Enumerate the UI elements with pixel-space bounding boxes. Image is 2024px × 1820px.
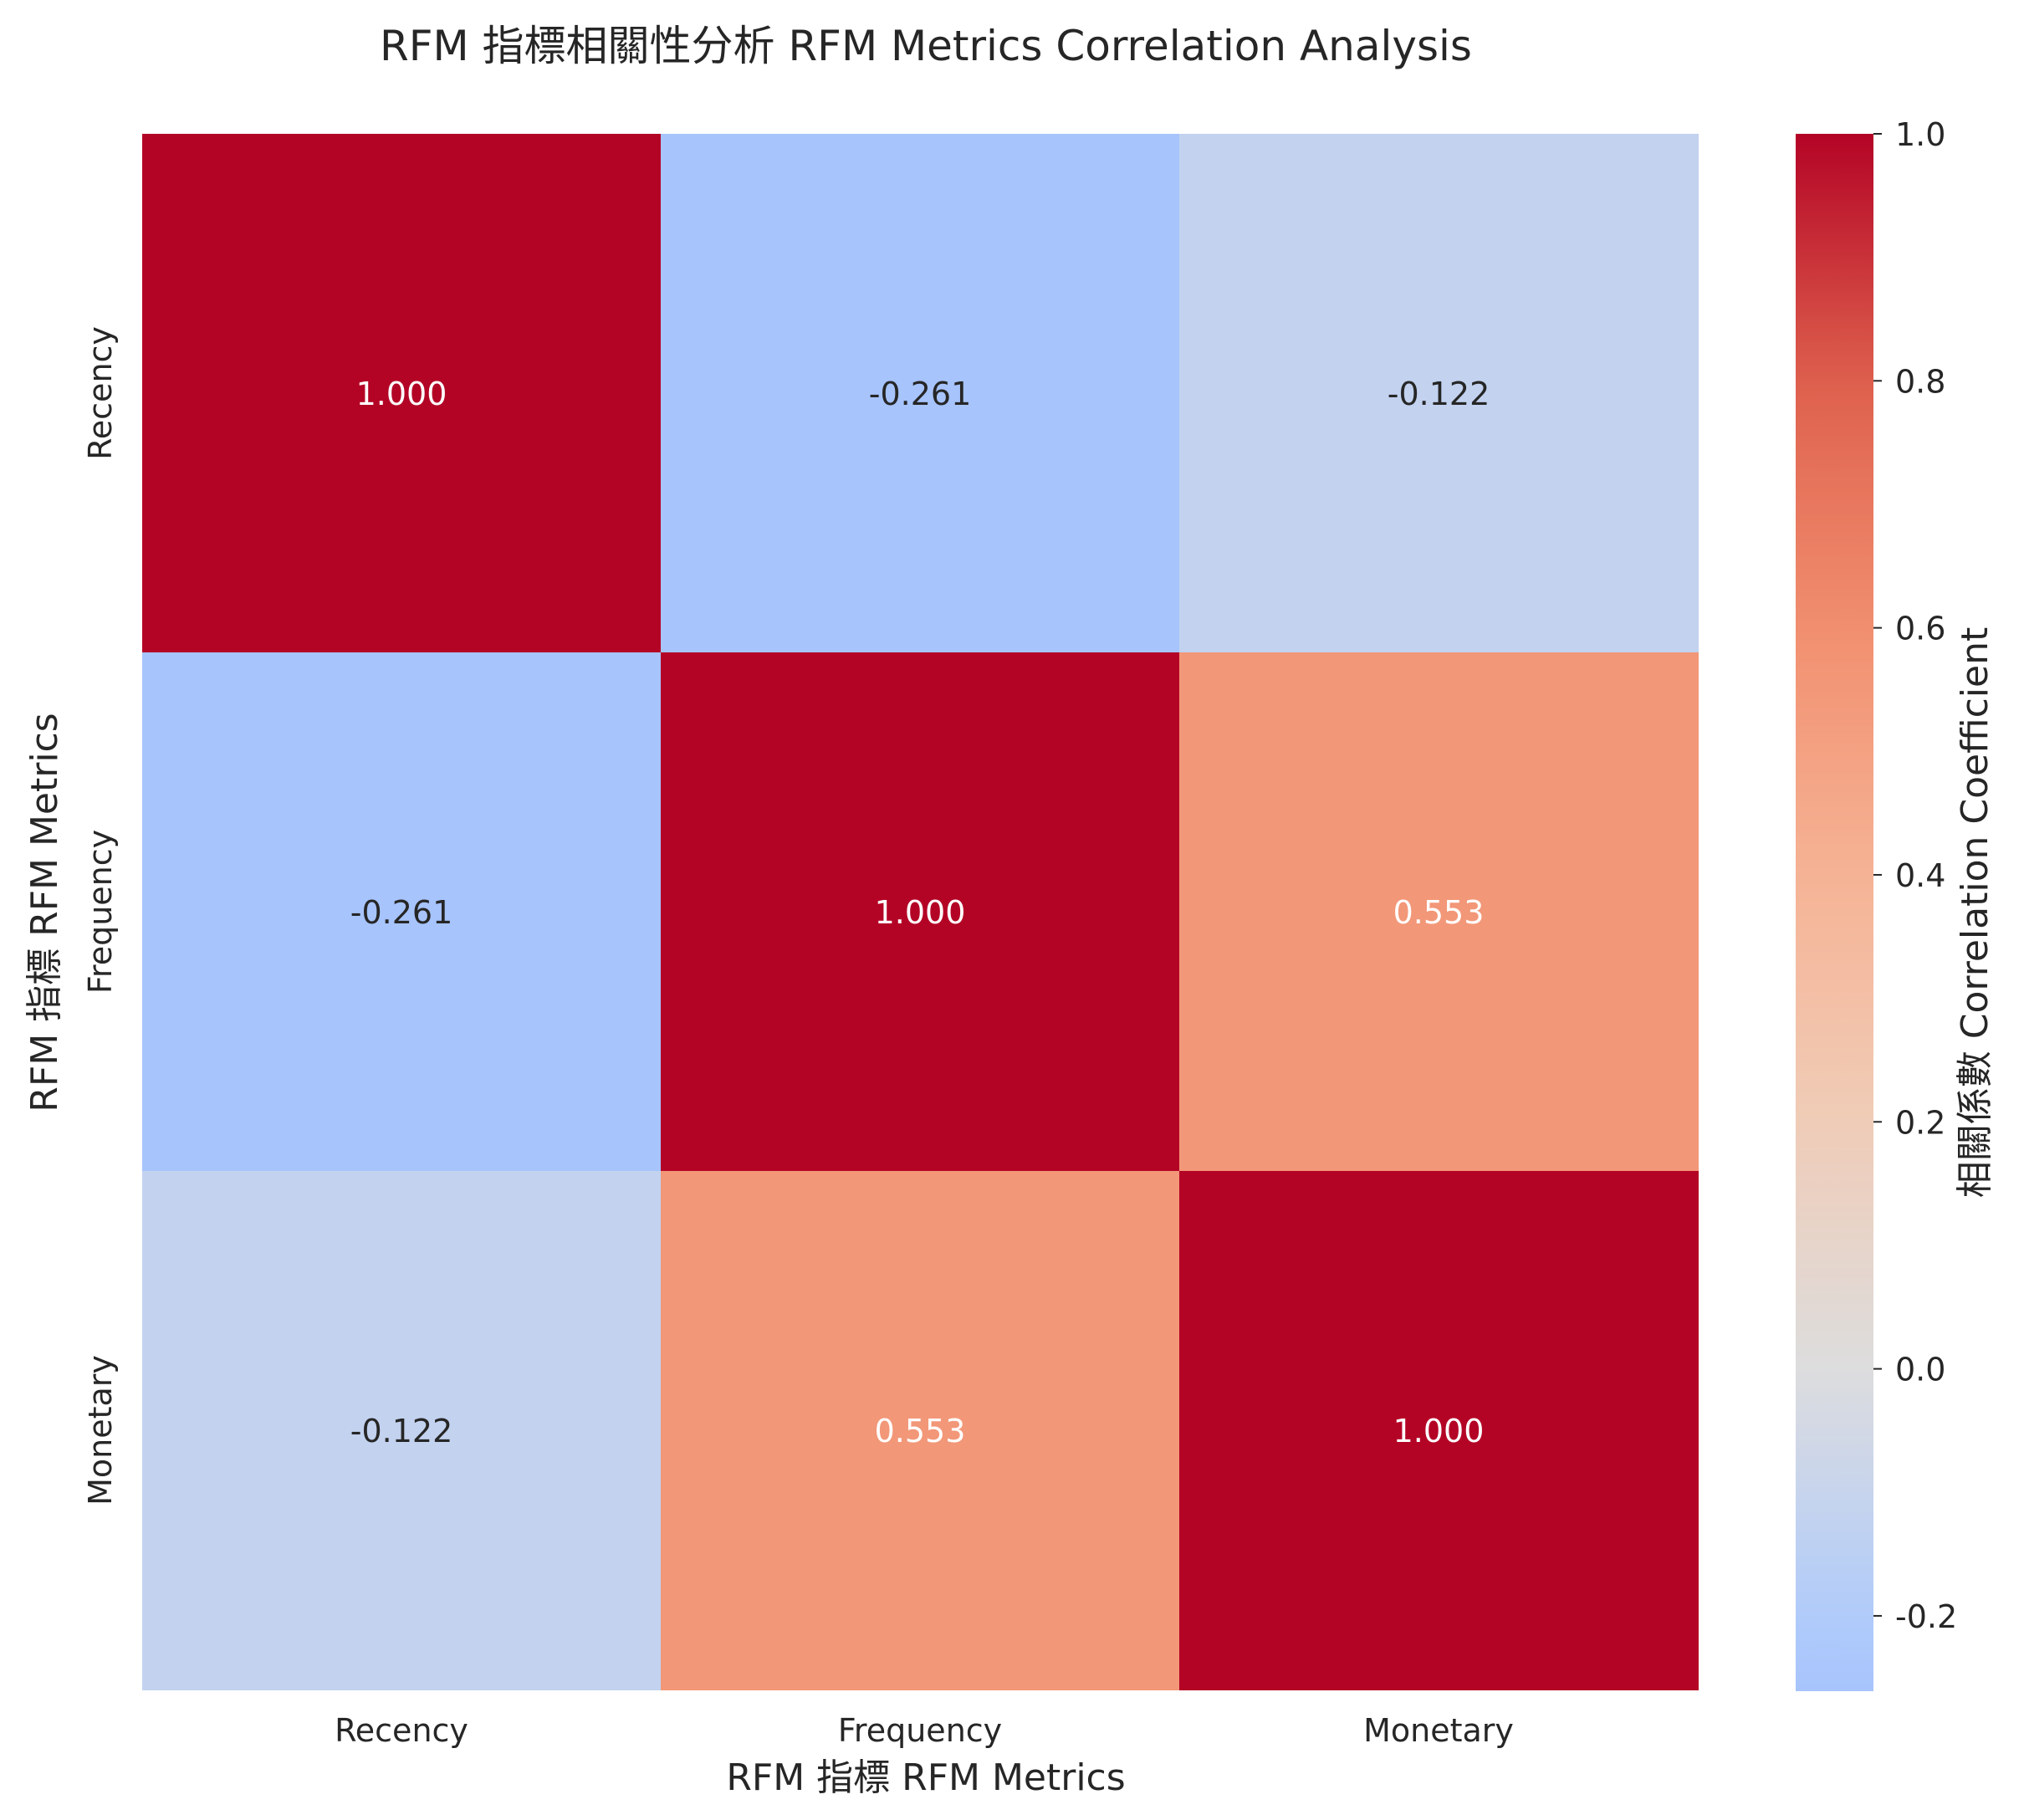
cell-value-label: -0.122 <box>350 1413 453 1449</box>
cell-value-label: 1.000 <box>1393 1413 1485 1449</box>
colorbar-label: 相關係數 Correlation Coefficient <box>1954 627 1996 1198</box>
heatmap-cell <box>142 1171 662 1690</box>
heatmap-cell <box>661 134 1180 653</box>
y-tick-label: Recency <box>82 326 119 460</box>
x-tick-label: Frequency <box>838 1712 1002 1749</box>
heatmap-cell <box>1179 134 1699 653</box>
cell-value-label: 0.553 <box>875 1413 966 1449</box>
cell-value-label: -0.261 <box>350 894 453 931</box>
colorbar-tick-label: 0.0 <box>1895 1352 1945 1388</box>
colorbar-ticks: -0.2 0.0 0.2 0.4 0.6 0.8 1.0 <box>1873 116 1957 1635</box>
chart-title: RFM 指標相關性分析 RFM Metrics Correlation Anal… <box>380 22 1472 70</box>
heatmap-cell <box>142 134 662 653</box>
colorbar-tick-label: 0.6 <box>1895 611 1945 647</box>
y-axis-label: RFM 指標 RFM Metrics <box>23 713 66 1112</box>
y-tick-labels: Recency Frequency Monetary <box>82 326 119 1506</box>
cell-value-label: 1.000 <box>356 376 447 412</box>
y-tick-label: Frequency <box>82 830 119 994</box>
x-tick-label: Recency <box>335 1712 468 1749</box>
heatmap-cell <box>1179 1171 1699 1690</box>
heatmap-cell <box>661 652 1180 1172</box>
cell-value-label: 1.000 <box>875 894 966 931</box>
heatmap-cells <box>142 134 1699 1690</box>
colorbar-tick-label: 0.8 <box>1895 363 1945 400</box>
y-tick-label: Monetary <box>82 1355 119 1506</box>
heatmap-cell <box>1179 652 1699 1172</box>
heatmap-cell <box>142 652 662 1172</box>
cell-value-label: -0.122 <box>1388 376 1490 412</box>
x-tick-labels: Recency Frequency Monetary <box>335 1712 1514 1749</box>
heatmap-cell <box>661 1171 1180 1690</box>
colorbar-tick-label: 0.4 <box>1895 857 1945 894</box>
cell-value-label: -0.261 <box>869 376 972 412</box>
colorbar-tick-label: 0.2 <box>1895 1104 1945 1141</box>
cell-labels: 1.000 -0.261 -0.122 -0.261 1.000 0.553 -0.122 0… <box>350 376 1490 1449</box>
colorbar <box>1796 134 1873 1691</box>
cell-value-label: 0.553 <box>1393 894 1485 931</box>
x-axis-label: RFM 指標 RFM Metrics <box>726 1756 1125 1799</box>
x-tick-label: Monetary <box>1363 1712 1514 1749</box>
colorbar-tick-label: -0.2 <box>1895 1598 1957 1635</box>
colorbar-tick-label: 1.0 <box>1895 116 1945 153</box>
